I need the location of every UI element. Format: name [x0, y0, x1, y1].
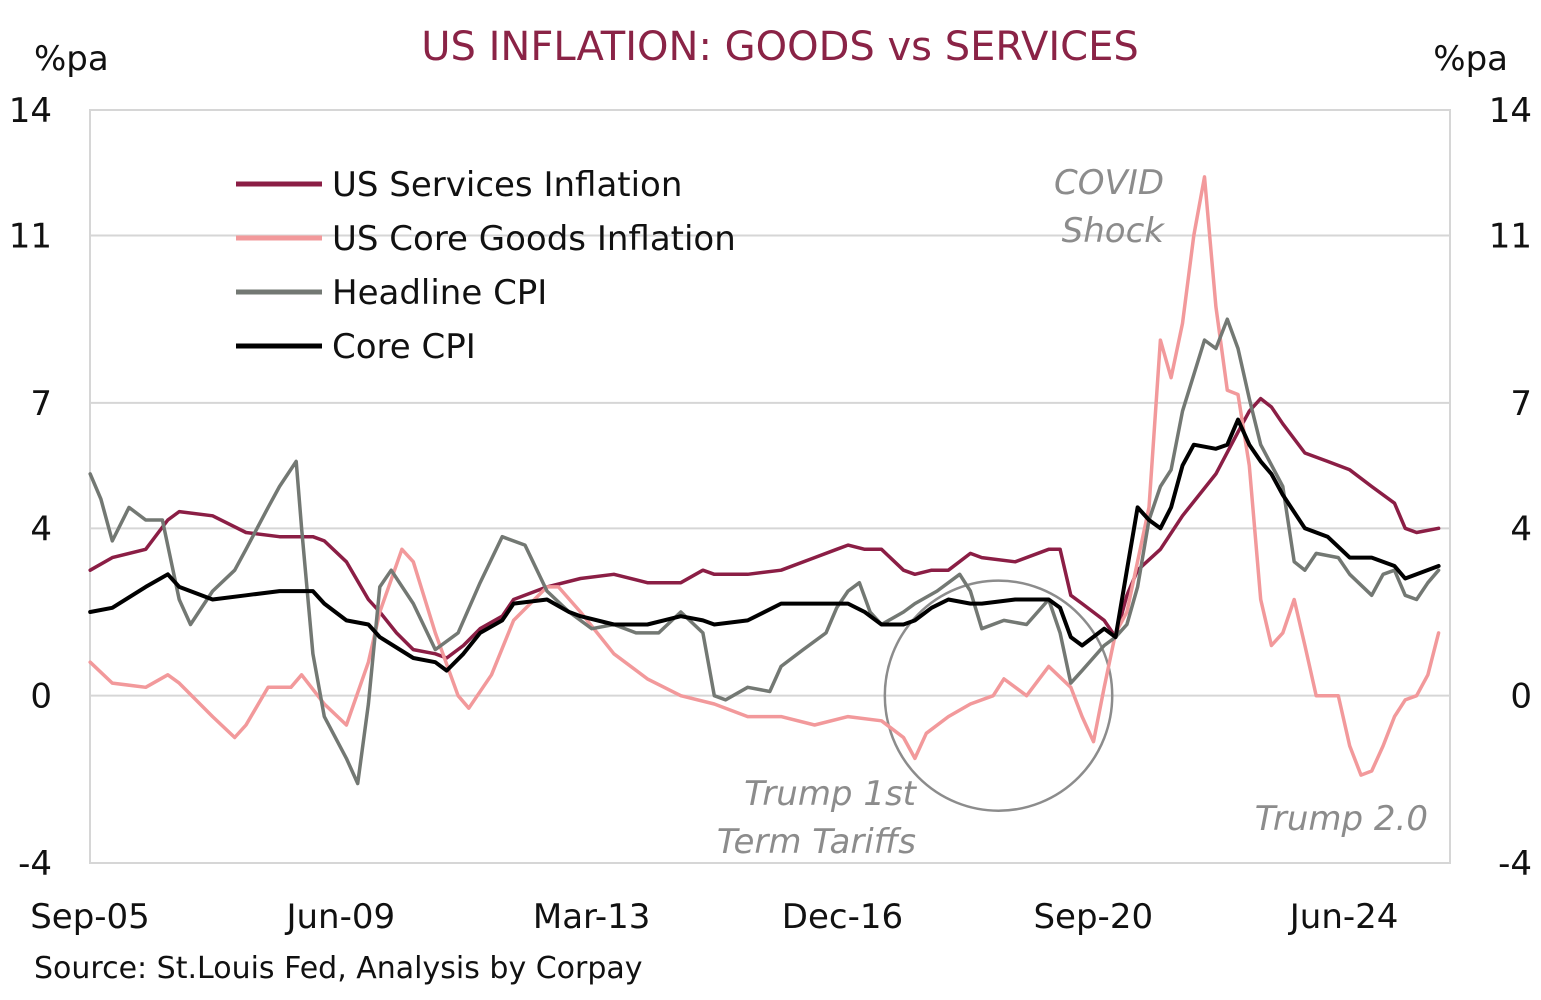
source-note: Source: St.Louis Fed, Analysis by Corpay [34, 951, 643, 986]
chart-title: US INFLATION: GOODS vs SERVICES [421, 24, 1139, 70]
y-tick-label-left: 0 [30, 677, 52, 717]
y-tick-label-left: 11 [9, 217, 52, 257]
y-tick-label-right: 11 [1489, 217, 1532, 257]
x-tick-label: Mar-13 [533, 897, 651, 937]
highlight-layer [883, 579, 1114, 812]
legend-label-goods: US Core Goods Inflation [332, 219, 736, 259]
legend: US Services Inflation US Core Goods Infl… [236, 165, 736, 367]
y-tick-label-left: 4 [30, 509, 52, 549]
x-axis-ticks: Sep-05 Jun-09 Mar-13 Dec-16 Sep-20 Jun-24 [30, 897, 1398, 937]
series-line-goods [88, 175, 1441, 777]
legend-label-headline: Headline CPI [332, 273, 547, 313]
y-tick-label-right: 0 [1510, 677, 1532, 717]
annotation-covid-line2: Shock [1062, 211, 1166, 251]
tariffs-highlight-ellipse [883, 579, 1114, 812]
y-tick-label-left: -4 [18, 844, 52, 884]
x-tick-label: Sep-20 [1033, 897, 1153, 937]
plot-area [89, 109, 1451, 864]
y-axis-unit-left: %pa [34, 39, 109, 79]
legend-label-services: US Services Inflation [332, 165, 682, 205]
y-tick-label-right: -4 [1498, 844, 1532, 884]
legend-label-core: Core CPI [332, 327, 476, 367]
annotation-covid-line1: COVID [1054, 163, 1164, 203]
x-tick-label: Jun-09 [284, 897, 395, 937]
y-tick-label-left: 7 [30, 384, 52, 424]
y-tick-label-right: 7 [1510, 384, 1532, 424]
series-lines [88, 175, 1441, 786]
x-tick-label: Dec-16 [782, 897, 903, 937]
x-tick-label: Sep-05 [30, 897, 150, 937]
series-line-headline [88, 317, 1441, 786]
y-tick-label-right: 14 [1489, 91, 1532, 131]
annotation-trump2: Trump 2.0 [1255, 799, 1428, 839]
y-axis-unit-right: %pa [1433, 39, 1508, 79]
annotation-trump1-line2: Term Tariffs [717, 822, 916, 862]
annotation-trump1-line1: Trump 1st [744, 774, 918, 814]
series-line-core [88, 417, 1441, 673]
y-axis-ticks: -4 -4 0 0 4 4 7 7 11 11 14 14 [9, 91, 1532, 884]
x-tick-label: Jun-24 [1288, 897, 1399, 937]
y-tick-label-right: 4 [1510, 509, 1532, 549]
y-tick-label-left: 14 [9, 91, 52, 131]
